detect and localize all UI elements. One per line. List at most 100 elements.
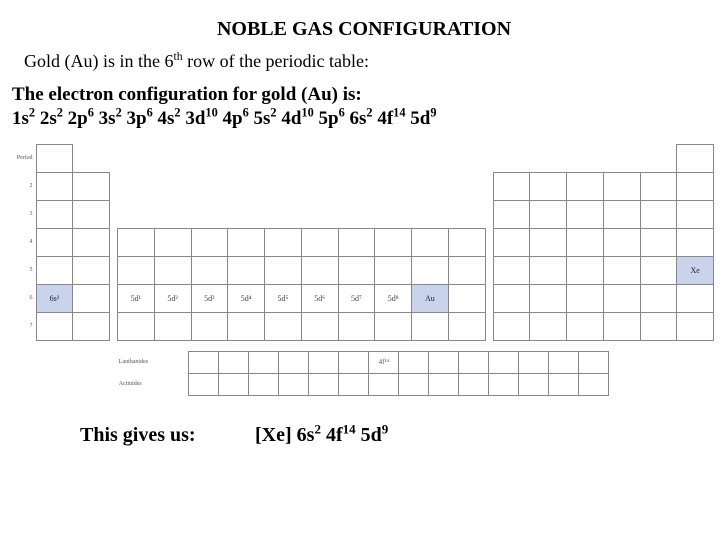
cell xyxy=(448,284,485,312)
periodic-table-main: Period 2 3 4 5 Xe xyxy=(14,144,714,341)
cell xyxy=(603,172,640,200)
ec-term: 1s2 xyxy=(12,108,35,129)
cell xyxy=(191,228,228,256)
act-label: Actinides xyxy=(119,373,189,395)
cell xyxy=(429,373,459,395)
cell xyxy=(118,228,155,256)
cell xyxy=(640,228,677,256)
cell-5d: 5d⁴ xyxy=(228,284,265,312)
cell xyxy=(36,256,73,284)
cell xyxy=(677,228,714,256)
cell xyxy=(375,228,412,256)
ec-term: 6s2 xyxy=(349,108,372,129)
cell xyxy=(640,256,677,284)
cell-6s2: 6s² xyxy=(36,284,73,312)
cell xyxy=(399,373,429,395)
cell xyxy=(530,200,567,228)
cell xyxy=(448,312,485,340)
cell-au: Au xyxy=(412,284,449,312)
cell xyxy=(228,256,265,284)
page-title: NOBLE GAS CONFIGURATION xyxy=(0,0,728,51)
cell xyxy=(249,351,279,373)
period-num: 6 xyxy=(14,284,36,312)
cell xyxy=(549,351,579,373)
cell xyxy=(265,312,302,340)
cell xyxy=(118,312,155,340)
result-term: 5d9 xyxy=(361,424,389,446)
cell xyxy=(228,228,265,256)
cell xyxy=(309,373,339,395)
intro-post: row of the periodic table: xyxy=(183,51,369,71)
result-line: This gives us: [Xe] 6s2 4f14 5d9 xyxy=(0,396,728,447)
cell xyxy=(603,228,640,256)
cell xyxy=(73,256,110,284)
cell xyxy=(429,351,459,373)
cell xyxy=(493,172,530,200)
cell xyxy=(301,256,338,284)
cell xyxy=(567,228,604,256)
cell xyxy=(549,373,579,395)
cell xyxy=(118,256,155,284)
cell xyxy=(369,373,399,395)
cell-xe: Xe xyxy=(677,256,714,284)
electron-config-label: The electron configuration for gold (Au)… xyxy=(0,80,728,106)
period-num: 3 xyxy=(14,200,36,228)
cell xyxy=(459,373,489,395)
period-num: 7 xyxy=(14,312,36,340)
cell xyxy=(399,351,429,373)
cell xyxy=(73,200,110,228)
cell-5d: 5d⁶ xyxy=(301,284,338,312)
period-num: 4 xyxy=(14,228,36,256)
row-6: 6 6s² 5d¹ 5d² 5d³ 5d⁴ 5d⁵ 5d⁶ 5d⁷ 5d⁸ Au xyxy=(14,284,714,312)
cell-5d: 5d² xyxy=(154,284,191,312)
ec-term: 2s2 xyxy=(40,108,63,129)
cell-4f14: 4f¹⁴ xyxy=(369,351,399,373)
cell xyxy=(249,373,279,395)
ec-term: 5p6 xyxy=(318,108,344,129)
cell xyxy=(640,172,677,200)
cell xyxy=(493,200,530,228)
cell xyxy=(309,351,339,373)
intro-sup: th xyxy=(173,50,182,63)
cell xyxy=(375,312,412,340)
cell xyxy=(530,172,567,200)
cell xyxy=(339,373,369,395)
cell xyxy=(219,351,249,373)
intro-pre: Gold (Au) is in the 6 xyxy=(24,51,173,71)
ec-term: 5d9 xyxy=(410,108,436,129)
cell xyxy=(73,228,110,256)
cell xyxy=(677,284,714,312)
cell xyxy=(36,312,73,340)
electron-config-value: 1s2 2s2 2p6 3s2 3p6 4s2 3d10 4p6 5s2 4d1… xyxy=(0,106,728,138)
cell-5d: 5d¹ xyxy=(118,284,155,312)
cell xyxy=(412,228,449,256)
cell xyxy=(677,144,714,172)
result-notation: [Xe] 6s2 4f14 5d9 xyxy=(255,424,388,446)
result-term: 4f14 xyxy=(326,424,356,446)
cell xyxy=(189,373,219,395)
cell xyxy=(493,256,530,284)
cell xyxy=(530,312,567,340)
cell xyxy=(579,351,609,373)
cell xyxy=(519,351,549,373)
result-term: 6s2 xyxy=(297,424,321,446)
cell xyxy=(73,312,110,340)
cell xyxy=(73,172,110,200)
cell xyxy=(448,256,485,284)
ec-term: 3p6 xyxy=(126,108,152,129)
period-num: 5 xyxy=(14,256,36,284)
cell xyxy=(154,256,191,284)
cell xyxy=(603,200,640,228)
cell xyxy=(603,256,640,284)
result-prefix: This gives us: xyxy=(80,424,250,447)
cell xyxy=(301,228,338,256)
cell xyxy=(36,200,73,228)
ec-term: 4f14 xyxy=(377,108,405,129)
ec-term: 4p6 xyxy=(222,108,248,129)
cell xyxy=(219,373,249,395)
cell xyxy=(412,256,449,284)
cell xyxy=(36,144,73,172)
cell xyxy=(493,228,530,256)
cell xyxy=(493,284,530,312)
cell xyxy=(412,312,449,340)
